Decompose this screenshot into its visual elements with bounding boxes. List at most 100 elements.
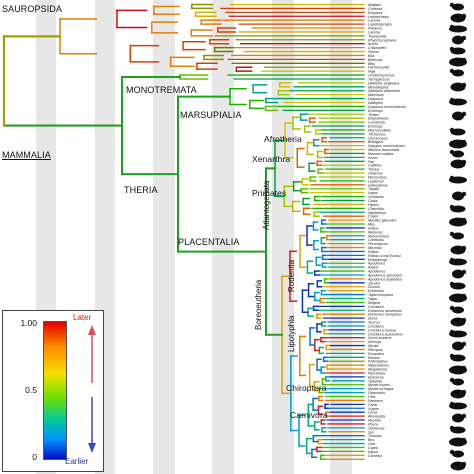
animal-silhouette-head-icon (461, 269, 467, 275)
taxon-label: Podarcis (368, 27, 382, 31)
animal-silhouette-head-icon (461, 293, 467, 299)
animal-silhouette-head-icon (461, 461, 467, 467)
taxon-label: Homo (368, 156, 378, 160)
animal-silhouette-head-icon (449, 204, 455, 210)
taxon-label: Mesocricetus (368, 234, 389, 238)
taxon-label: Bitis (368, 62, 375, 66)
animal-silhouette-head-icon (461, 82, 467, 88)
animal-silhouette-head-icon (461, 245, 467, 251)
taxon-label: Rattus (368, 250, 379, 254)
clade-label-marsupialia: MARSUPIALIA (180, 110, 242, 120)
animal-silhouette-icon (450, 389, 466, 399)
animal-silhouette-icon (452, 111, 464, 121)
taxon-label: Hipposideros (368, 364, 389, 368)
clade-label-monotremata: MONOTREMATA (126, 85, 197, 95)
taxon-label: Apodemus (367, 270, 385, 274)
taxon-label: Lepidochelys (368, 15, 389, 19)
taxon-label: Bradypus (368, 140, 383, 144)
animal-silhouette-icon (450, 245, 466, 255)
taxon-label: Chamaeleo (368, 46, 386, 50)
taxon-label: Macropus (368, 93, 384, 97)
taxon-label: Bothrops (368, 58, 383, 62)
animal-silhouette-head-icon (449, 329, 455, 335)
taxon-label: Echinops (368, 125, 383, 129)
taxon-label: Elephantulus (368, 117, 389, 121)
taxon-label: Python (368, 50, 379, 54)
taxon-label: Tenrec (368, 113, 379, 117)
animal-silhouette-icon (452, 269, 464, 279)
taxon-label: Talpa (368, 297, 377, 301)
animal-silhouette-icon (450, 461, 466, 471)
taxon-label: Mus (368, 223, 375, 227)
taxon-label: Lepus (368, 191, 378, 195)
clade-label-boreoeutheria: Boreoeutheria (254, 279, 263, 330)
taxon-label: Crocidura (368, 324, 384, 328)
taxon-label: Lacerta (368, 19, 380, 23)
animal-silhouette-head-icon (461, 317, 467, 323)
animal-silhouette-icon (450, 13, 466, 23)
taxon-label: Apodemus argenteus (367, 277, 402, 281)
clade-label-lipotyphla: Lipotyphla (287, 315, 296, 352)
taxon-label: Erinaceus amurensis (368, 309, 402, 313)
taxon-label: Apodemus (367, 262, 385, 266)
taxon-label: Myotis myotis (368, 383, 390, 387)
taxon-label: Tadarida (368, 379, 382, 383)
taxon-label: Crocidura suaveolens (368, 332, 403, 336)
clade-label-atlantogenata: Atlantogenata (262, 180, 271, 230)
taxon-label: Ursus (368, 411, 378, 415)
taxon-label: Monodelphis (368, 85, 389, 89)
taxon-label: Microcebus (368, 175, 387, 179)
taxon-label: Rattus (368, 226, 379, 230)
taxon-label: Rousettus (368, 352, 384, 356)
taxon-label: Parthenophis (368, 66, 389, 70)
taxon-label: Dipodomys (368, 211, 386, 215)
taxon-label: Sciurus (368, 285, 380, 289)
animal-silhouette-icon (452, 450, 464, 458)
taxon-label: Myotis (368, 344, 379, 348)
taxon-label: Didelphis virginiana (368, 81, 399, 85)
taxon-label: Mogera (368, 301, 380, 305)
animal-silhouette-icon (452, 341, 464, 351)
animal-silhouette-icon (452, 378, 464, 386)
animal-silhouette-head-icon (449, 353, 455, 359)
clade-label-primates: Primates (252, 188, 287, 198)
taxon-label: Rhynchocephalus (368, 38, 397, 42)
animal-silhouette-head-icon (449, 46, 455, 52)
animal-silhouette-head-icon (449, 175, 455, 181)
taxon-label: Crocidura (368, 305, 384, 309)
animal-silhouette-icon (452, 191, 464, 201)
animal-silhouette-head-icon (449, 425, 455, 431)
taxon-label: Hystrix (368, 203, 379, 207)
legend-up-arrow (88, 325, 96, 383)
taxon-label: Pipistrellus (368, 371, 386, 375)
animal-silhouette-head-icon (461, 13, 467, 19)
taxon-label: Myotis lucifugus (368, 387, 394, 391)
color-legend: 1.00 0.5 0 Later Earlier (2, 310, 104, 472)
taxon-label: Capra (368, 446, 378, 450)
animal-silhouette-head-icon (449, 97, 455, 103)
animal-silhouette-icon (450, 426, 466, 434)
clade-label-placentalia: PLACENTALIA (178, 237, 240, 247)
time-band (272, 0, 294, 474)
taxon-label: Emydura (368, 11, 382, 15)
clade-label-rodentia: Rodentia (287, 259, 296, 292)
animal-silhouette-icon (450, 47, 466, 55)
taxon-label: Didelphis (368, 101, 383, 105)
clade-label-sauropsida: SAUROPSIDA (2, 4, 63, 14)
legend-mid-label: 0.5 (25, 385, 37, 395)
taxon-label: Desmodus (368, 391, 385, 395)
taxon-label: Loxodonta (368, 121, 385, 125)
taxon-label: Orycteropus (368, 136, 388, 140)
animal-silhouette-head-icon (449, 281, 455, 287)
animal-silhouette-head-icon (461, 111, 467, 117)
clade-label-theria: THERIA (124, 185, 158, 195)
taxon-label: Eptesicus (368, 375, 384, 379)
animal-silhouette-icon (452, 232, 464, 240)
taxon-label: Callithrix (368, 164, 382, 168)
time-band (153, 0, 175, 474)
animal-silhouette-icon (452, 35, 464, 45)
taxon-label: Cricetulus (368, 238, 384, 242)
taxon-label: Tupaia (368, 187, 379, 191)
